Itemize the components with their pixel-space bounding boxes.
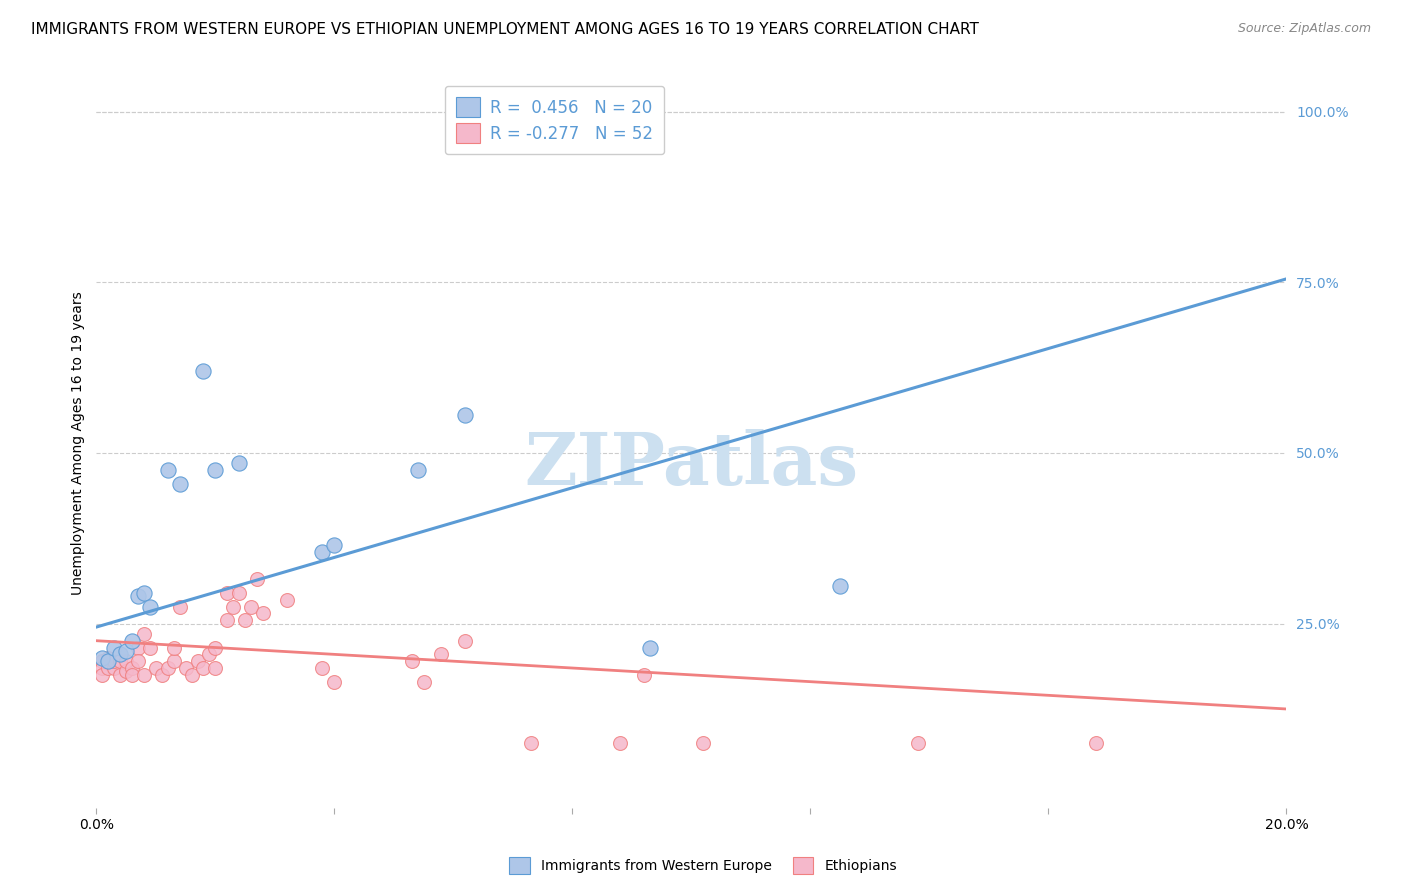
Point [139, 599, 162, 614]
Point [127, 654, 149, 668]
Point [198, 648, 221, 662]
Point [115, 654, 138, 668]
Text: ZIPatlas: ZIPatlas [524, 429, 859, 500]
Point [156, 463, 179, 477]
Point [108, 654, 131, 668]
Point [311, 545, 333, 559]
Point [204, 463, 226, 477]
Point [91, 654, 114, 668]
Point [103, 661, 125, 675]
Point [228, 456, 250, 470]
Point [233, 613, 256, 627]
Point [454, 633, 477, 648]
Point [108, 668, 131, 682]
Point [91, 668, 114, 682]
Point [323, 538, 346, 552]
Point [121, 633, 143, 648]
Point [240, 599, 263, 614]
Point [692, 736, 714, 750]
Text: Source: ZipAtlas.com: Source: ZipAtlas.com [1237, 22, 1371, 36]
Point [276, 592, 298, 607]
Point [150, 668, 173, 682]
Point [519, 736, 541, 750]
Point [132, 668, 155, 682]
Point [638, 640, 661, 655]
Point [103, 640, 125, 655]
Point [193, 661, 215, 675]
Point [204, 640, 226, 655]
Point [91, 661, 114, 675]
Point [169, 476, 191, 491]
Point [186, 654, 208, 668]
Point [323, 674, 346, 689]
Point [228, 586, 250, 600]
Point [454, 409, 477, 423]
Point [246, 572, 269, 586]
Legend: R =  0.456   N = 20, R = -0.277   N = 52: R = 0.456 N = 20, R = -0.277 N = 52 [444, 86, 665, 154]
Point [139, 640, 162, 655]
Point [633, 668, 655, 682]
Point [97, 661, 120, 675]
Legend: Immigrants from Western Europe, Ethiopians: Immigrants from Western Europe, Ethiopia… [502, 850, 904, 880]
Point [91, 650, 114, 665]
Point [830, 579, 852, 593]
Point [132, 627, 155, 641]
Point [1085, 736, 1108, 750]
Point [132, 586, 155, 600]
Point [193, 364, 215, 378]
Point [204, 661, 226, 675]
Point [311, 661, 333, 675]
Point [97, 650, 120, 665]
Point [430, 648, 453, 662]
Point [108, 648, 131, 662]
Point [121, 668, 143, 682]
Point [401, 654, 423, 668]
Point [115, 665, 138, 679]
Point [180, 668, 202, 682]
Point [412, 674, 434, 689]
Point [169, 599, 191, 614]
Point [609, 736, 631, 750]
Point [252, 607, 274, 621]
Y-axis label: Unemployment Among Ages 16 to 19 years: Unemployment Among Ages 16 to 19 years [72, 291, 86, 595]
Point [217, 586, 239, 600]
Point [222, 599, 245, 614]
Text: IMMIGRANTS FROM WESTERN EUROPE VS ETHIOPIAN UNEMPLOYMENT AMONG AGES 16 TO 19 YEA: IMMIGRANTS FROM WESTERN EUROPE VS ETHIOP… [31, 22, 979, 37]
Point [115, 644, 138, 658]
Point [103, 654, 125, 668]
Point [163, 640, 186, 655]
Point [156, 661, 179, 675]
Point [174, 661, 197, 675]
Point [127, 640, 149, 655]
Point [145, 661, 167, 675]
Point [163, 654, 186, 668]
Point [121, 661, 143, 675]
Point [406, 463, 429, 477]
Point [127, 590, 149, 604]
Point [907, 736, 929, 750]
Point [97, 654, 120, 668]
Point [217, 613, 239, 627]
